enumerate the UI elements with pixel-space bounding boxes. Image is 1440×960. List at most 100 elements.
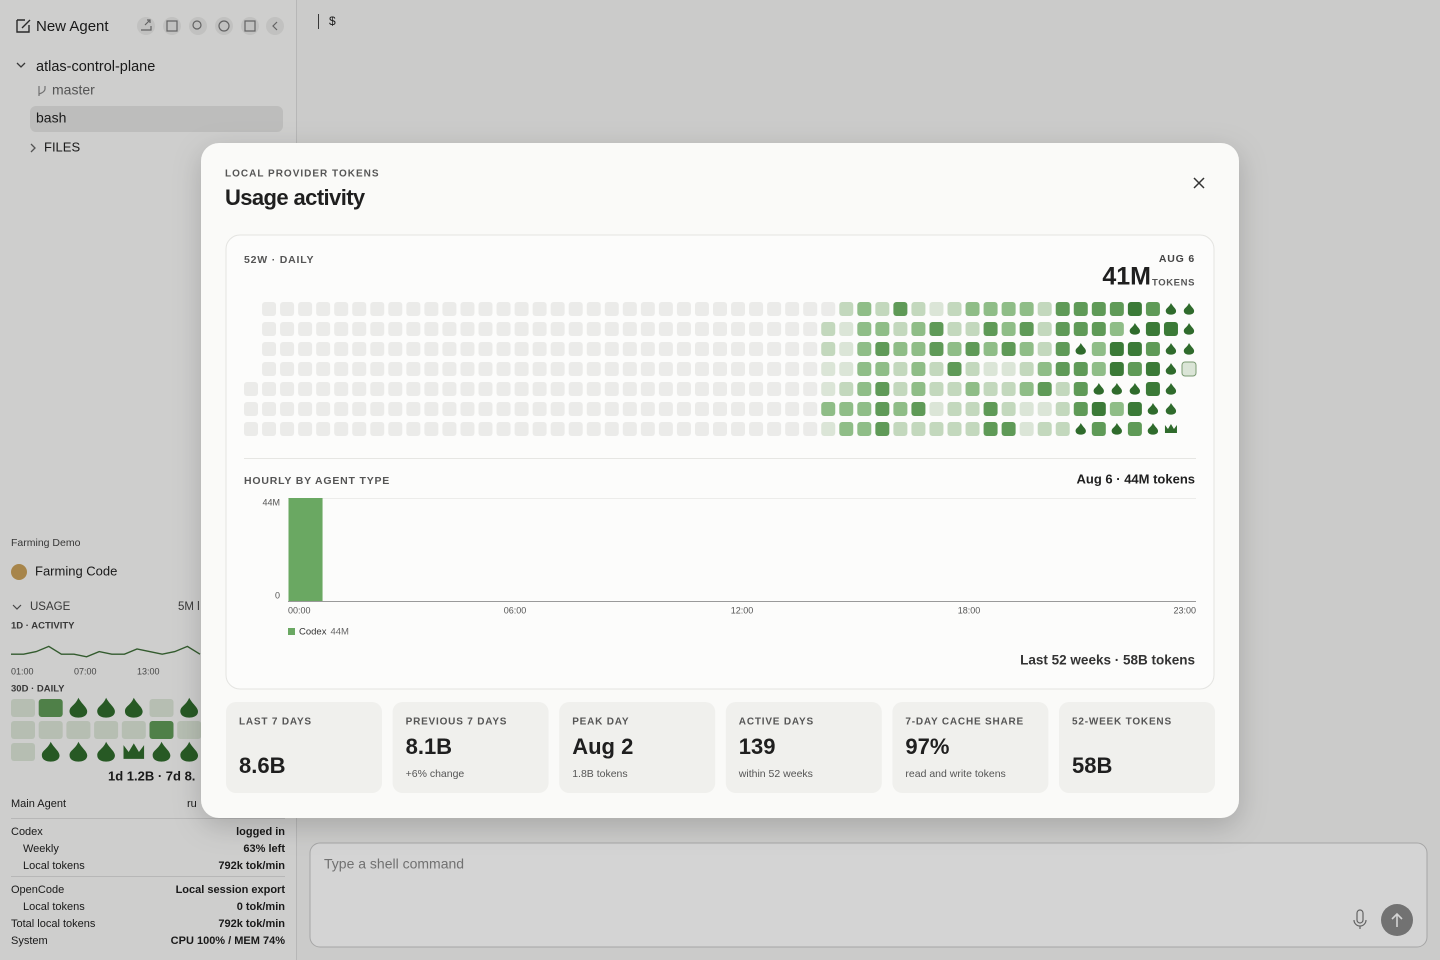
heat-cell xyxy=(875,422,890,436)
heat-cell xyxy=(767,402,782,416)
usage-title[interactable]: USAGE xyxy=(30,601,71,613)
heat-cell xyxy=(694,342,709,356)
heat-cell xyxy=(658,422,673,436)
session-highlight[interactable] xyxy=(30,106,283,132)
heat-cell xyxy=(947,382,962,396)
heat-cell xyxy=(334,422,349,436)
heat-cell xyxy=(893,342,908,356)
heat-cell xyxy=(262,322,277,336)
heat-cell xyxy=(622,322,637,336)
heat-cell xyxy=(514,382,529,396)
heat-cell xyxy=(352,342,367,356)
heat-cell xyxy=(893,322,908,336)
activity-time: 13:00 xyxy=(137,666,160,676)
heat-cell xyxy=(478,302,493,316)
heat-cell xyxy=(496,382,511,396)
heat-cell xyxy=(442,402,457,416)
flame-cell xyxy=(1183,343,1195,355)
heat-cell xyxy=(803,362,818,376)
heat-cell xyxy=(149,699,174,717)
heat-cell xyxy=(334,382,349,396)
flame-cell xyxy=(97,741,115,762)
files[interactable]: FILES xyxy=(44,139,80,154)
flame-cell xyxy=(1093,383,1104,395)
stat-label: 52-WEEK TOKENS xyxy=(1072,717,1172,728)
new-agent[interactable]: New Agent xyxy=(36,18,109,35)
collapse-button[interactable] xyxy=(266,17,284,35)
flame-cell xyxy=(1183,323,1195,335)
heat-cell xyxy=(767,422,782,436)
heat-cell xyxy=(911,342,926,356)
mic-button[interactable] xyxy=(1353,909,1367,929)
search-button[interactable] xyxy=(189,17,207,35)
flame-cell xyxy=(1165,403,1177,415)
heat-cell xyxy=(298,382,313,396)
heat-cell xyxy=(244,382,258,396)
heat-cell xyxy=(1073,302,1088,316)
project[interactable]: atlas-control-plane xyxy=(36,59,155,75)
heat-cell xyxy=(1001,402,1016,416)
heat-cell xyxy=(857,342,872,356)
modal: LOCAL PROVIDER TOKENS Usage activity 52W… xyxy=(201,143,1239,818)
heat-cell xyxy=(604,362,619,376)
heat-cell xyxy=(929,362,944,376)
heat-cell xyxy=(1037,322,1052,336)
heat-cell xyxy=(965,322,980,336)
heat-cell xyxy=(622,362,637,376)
heat-cell xyxy=(947,402,962,416)
heat-cell xyxy=(929,382,944,396)
heat-cell xyxy=(370,422,385,436)
close-button[interactable] xyxy=(1193,177,1205,189)
heat-cell xyxy=(298,362,313,376)
heat-cell xyxy=(839,342,854,356)
heat-cell xyxy=(821,322,836,336)
stat-value: 139 xyxy=(739,734,776,759)
heat-cell xyxy=(785,402,800,416)
heat-cell xyxy=(893,382,908,396)
crown-cell xyxy=(123,743,145,759)
heat-cell xyxy=(1073,402,1088,416)
heat-cell xyxy=(94,721,119,739)
heat-cell xyxy=(514,322,529,336)
flame-cell xyxy=(1129,383,1141,395)
stat-note: 1.8B tokens xyxy=(572,768,627,780)
x-tick-label: 23:00 xyxy=(1173,605,1196,615)
heat-cell xyxy=(749,422,764,436)
heat-cell xyxy=(1019,322,1034,336)
heat-cell xyxy=(947,362,962,376)
status-label: Codex xyxy=(11,826,43,838)
heat-cell xyxy=(460,322,475,336)
command-input[interactable] xyxy=(309,842,1428,948)
heat-cell xyxy=(658,302,673,316)
heat-cell xyxy=(568,342,583,356)
session[interactable]: bash xyxy=(36,110,66,126)
heat-cell xyxy=(316,362,331,376)
input-placeholder[interactable]: Type a shell command xyxy=(324,856,464,872)
stat-label: ACTIVE DAYS xyxy=(739,717,814,728)
chevron xyxy=(16,62,26,68)
icon xyxy=(166,20,178,32)
history-button[interactable] xyxy=(215,17,233,35)
branch[interactable]: master xyxy=(52,82,95,98)
heat-cell xyxy=(406,422,421,436)
heat-cell xyxy=(839,422,854,436)
new-agent-button[interactable]: New Agent xyxy=(16,18,109,35)
heat-cell xyxy=(316,402,331,416)
heat-cell xyxy=(388,302,403,316)
heat-cell xyxy=(38,721,63,739)
heat-cell xyxy=(604,322,619,336)
heat-cell xyxy=(370,342,385,356)
heat-cell xyxy=(749,362,764,376)
heat-cell xyxy=(983,302,998,316)
stat-value: 8.1B xyxy=(406,734,452,759)
workspace-app[interactable]: Farming Code xyxy=(35,563,117,578)
heat-cell xyxy=(1037,422,1052,436)
heat-cell xyxy=(1091,342,1106,356)
flame-cell xyxy=(152,741,171,762)
stat-label: PREVIOUS 7 DAYS xyxy=(406,717,508,728)
heat-cell xyxy=(316,422,331,436)
heat-cell xyxy=(298,342,313,356)
toolbar xyxy=(137,17,284,35)
heat-cell xyxy=(983,322,998,336)
stat-value: 8.6B xyxy=(239,753,285,778)
